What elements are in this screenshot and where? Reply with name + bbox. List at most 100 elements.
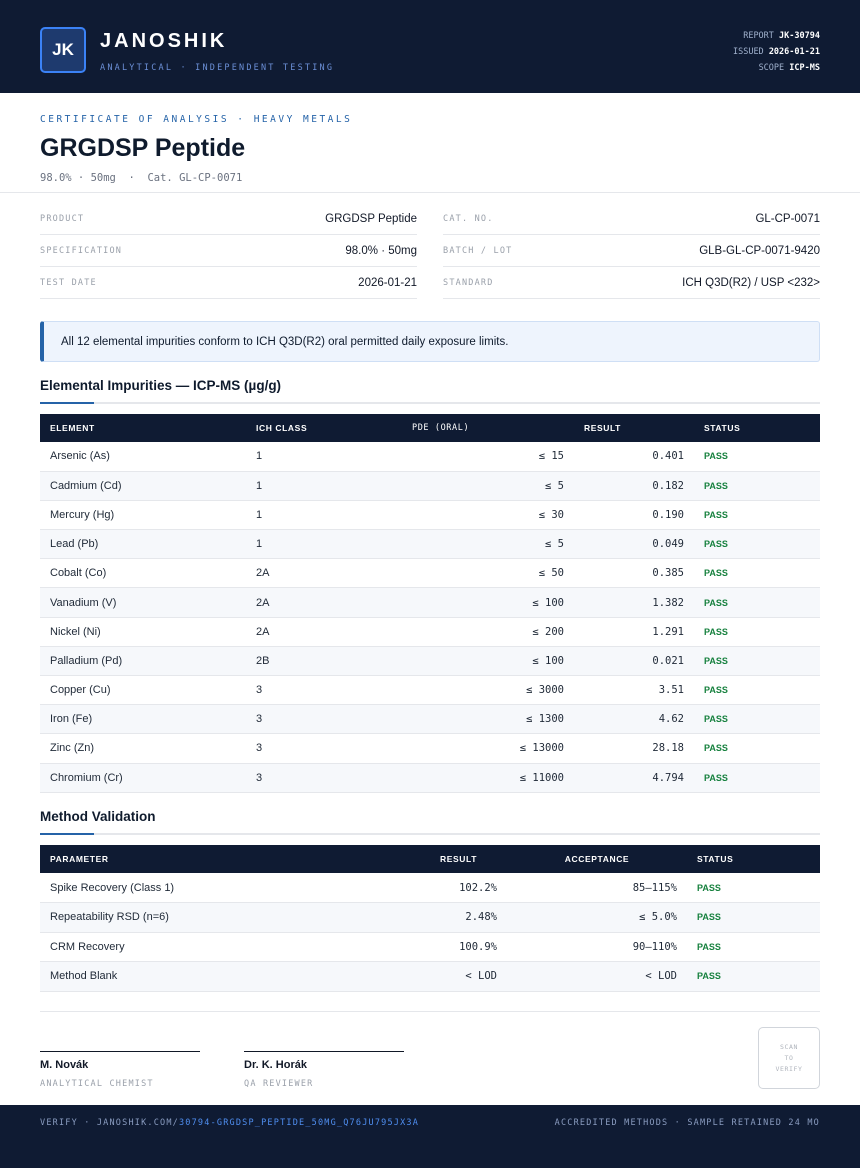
impurities-section-title: Elemental Impurities — ICP-MS (µg/g)	[40, 378, 282, 393]
table-row: Copper (Cu) 3 ≤ 3000 3.51 PASS	[40, 675, 820, 706]
result-cell: 0.021	[574, 646, 694, 677]
table-row: CRM Recovery 100.9% 90–110% PASS	[40, 932, 820, 962]
status-cell: PASS	[694, 500, 820, 531]
status-cell: PASS	[694, 704, 820, 735]
divider	[0, 192, 860, 193]
result-cell: 0.401	[574, 442, 694, 472]
acceptance-cell: 85–115%	[507, 873, 687, 903]
logo: JK	[40, 27, 86, 73]
info-label: BATCH / LOT	[443, 245, 513, 256]
table-row: Method Blank < LOD < LOD PASS	[40, 961, 820, 992]
acceptance-cell: ≤ 5.0%	[507, 902, 687, 933]
result-cell: 4.794	[574, 763, 694, 793]
pde-cell: ≤ 200	[402, 617, 574, 647]
info-label: STANDARD	[443, 277, 494, 288]
result-cell: 4.62	[574, 704, 694, 735]
element-cell: Chromium (Cr)	[40, 763, 246, 793]
result-cell: 3.51	[574, 675, 694, 706]
table-row: Arsenic (As) 1 ≤ 15 0.401 PASS	[40, 442, 820, 472]
info-row-batch: BATCH / LOT GLB-GL-CP-0071-9420	[443, 235, 820, 267]
element-cell: Cobalt (Co)	[40, 558, 246, 589]
element-cell: Mercury (Hg)	[40, 500, 246, 531]
table-row: Cadmium (Cd) 1 ≤ 5 0.182 PASS	[40, 471, 820, 501]
table-row: Chromium (Cr) 3 ≤ 11000 4.794 PASS	[40, 763, 820, 793]
column-header: ELEMENT	[50, 423, 95, 433]
info-label: PRODUCT	[40, 213, 85, 224]
info-label: SPECIFICATION	[40, 245, 123, 256]
signatory-role: ANALYTICAL CHEMIST	[40, 1079, 154, 1089]
page-subtitle: 98.0% · 50mg · Cat. GL-CP-0071	[40, 172, 243, 184]
info-value: GL-CP-0071	[755, 212, 820, 225]
status-cell: PASS	[687, 932, 820, 962]
brand-name: JANOSHIK	[100, 30, 228, 52]
status-cell: PASS	[694, 471, 820, 501]
table-row: Palladium (Pd) 2B ≤ 100 0.021 PASS	[40, 646, 820, 677]
table-row: Iron (Fe) 3 ≤ 1300 4.62 PASS	[40, 704, 820, 735]
column-header: ICH CLASS	[256, 423, 308, 433]
conformance-notice: All 12 elemental impurities conform to I…	[40, 321, 820, 362]
info-left: PRODUCT GRGDSP Peptide SPECIFICATION 98.…	[40, 203, 417, 299]
element-cell: Nickel (Ni)	[40, 617, 246, 647]
pde-cell: ≤ 13000	[402, 733, 574, 764]
signature-block: Dr. K. Horák QA REVIEWER	[244, 1051, 404, 1089]
info-label: TEST DATE	[40, 277, 97, 288]
status-cell: PASS	[694, 646, 820, 677]
column-header: RESULT	[440, 854, 477, 864]
ich-class-cell: 1	[246, 529, 402, 560]
info-value: ICH Q3D(R2) / USP <232>	[682, 276, 820, 289]
status-cell: PASS	[694, 617, 820, 647]
result-cell: 2.48%	[320, 902, 507, 933]
ich-class-cell: 1	[246, 500, 402, 531]
result-cell: 102.2%	[320, 873, 507, 903]
qr-code-placeholder[interactable]: SCAN TO VERIFY	[758, 1027, 820, 1089]
verify-link[interactable]: 30794-GRGDSP_PEPTIDE_50MG_Q76JU795JX3A	[178, 1118, 420, 1128]
signatory-name: Dr. K. Horák	[244, 1059, 307, 1071]
pde-cell: ≤ 50	[402, 558, 574, 589]
ich-class-cell: 3	[246, 675, 402, 706]
info-row-product: PRODUCT GRGDSP Peptide	[40, 203, 417, 235]
element-cell: Vanadium (V)	[40, 587, 246, 618]
section-divider	[40, 402, 820, 404]
ich-class-cell: 2A	[246, 617, 402, 647]
info-value: GRGDSP Peptide	[325, 212, 417, 225]
scope-line: SCOPE ICP-MS	[758, 63, 820, 73]
ich-class-cell: 3	[246, 733, 402, 764]
info-label: CAT. NO.	[443, 213, 494, 224]
status-cell: PASS	[694, 763, 820, 793]
qr-text: TO	[784, 1053, 794, 1062]
info-row-test-date: TEST DATE 2026-01-21	[40, 267, 417, 299]
report-header: JK JANOSHIK ANALYTICAL · INDEPENDENT TES…	[0, 0, 860, 93]
ich-class-cell: 2A	[246, 587, 402, 618]
element-cell: Cadmium (Cd)	[40, 471, 246, 501]
result-cell: 0.385	[574, 558, 694, 589]
column-header: STATUS	[704, 423, 741, 433]
pde-cell: ≤ 3000	[402, 675, 574, 706]
table-row: Zinc (Zn) 3 ≤ 13000 28.18 PASS	[40, 733, 820, 764]
table-header-row: ELEMENT ICH CLASS PDE (ORAL) RESULT STAT…	[40, 414, 820, 442]
verify-line: VERIFY · JANOSHIK.COM/30794-GRGDSP_PEPTI…	[40, 1118, 419, 1128]
pde-cell: ≤ 5	[402, 529, 574, 560]
element-cell: Zinc (Zn)	[40, 733, 246, 764]
result-cell: 0.182	[574, 471, 694, 501]
report-meta: REPORT JK-30794 ISSUED 2026-01-21 SCOPE …	[733, 28, 820, 76]
info-value: 98.0% · 50mg	[345, 244, 417, 257]
acceptance-cell: < LOD	[507, 961, 687, 992]
ich-class-cell: 3	[246, 763, 402, 793]
column-header: PARAMETER	[50, 854, 109, 864]
ich-class-cell: 1	[246, 442, 402, 472]
result-cell: 0.190	[574, 500, 694, 531]
qr-text: VERIFY	[775, 1064, 803, 1073]
pde-cell: ≤ 11000	[402, 763, 574, 793]
validation-section-title: Method Validation	[40, 809, 156, 824]
verify-prefix: VERIFY · JANOSHIK.COM/	[40, 1118, 179, 1128]
column-header: PDE (ORAL)	[412, 423, 470, 433]
section-divider	[40, 833, 820, 835]
report-id-line: REPORT JK-30794	[743, 31, 820, 41]
element-cell: Copper (Cu)	[40, 675, 246, 706]
footer-note: ACCREDITED METHODS · SAMPLE RETAINED 24 …	[554, 1118, 820, 1128]
status-cell: PASS	[694, 675, 820, 706]
parameter-cell: Repeatability RSD (n=6)	[40, 902, 320, 933]
parameter-cell: CRM Recovery	[40, 932, 320, 962]
document-kicker: CERTIFICATE OF ANALYSIS · HEAVY METALS	[40, 114, 353, 125]
pde-cell: ≤ 1300	[402, 704, 574, 735]
